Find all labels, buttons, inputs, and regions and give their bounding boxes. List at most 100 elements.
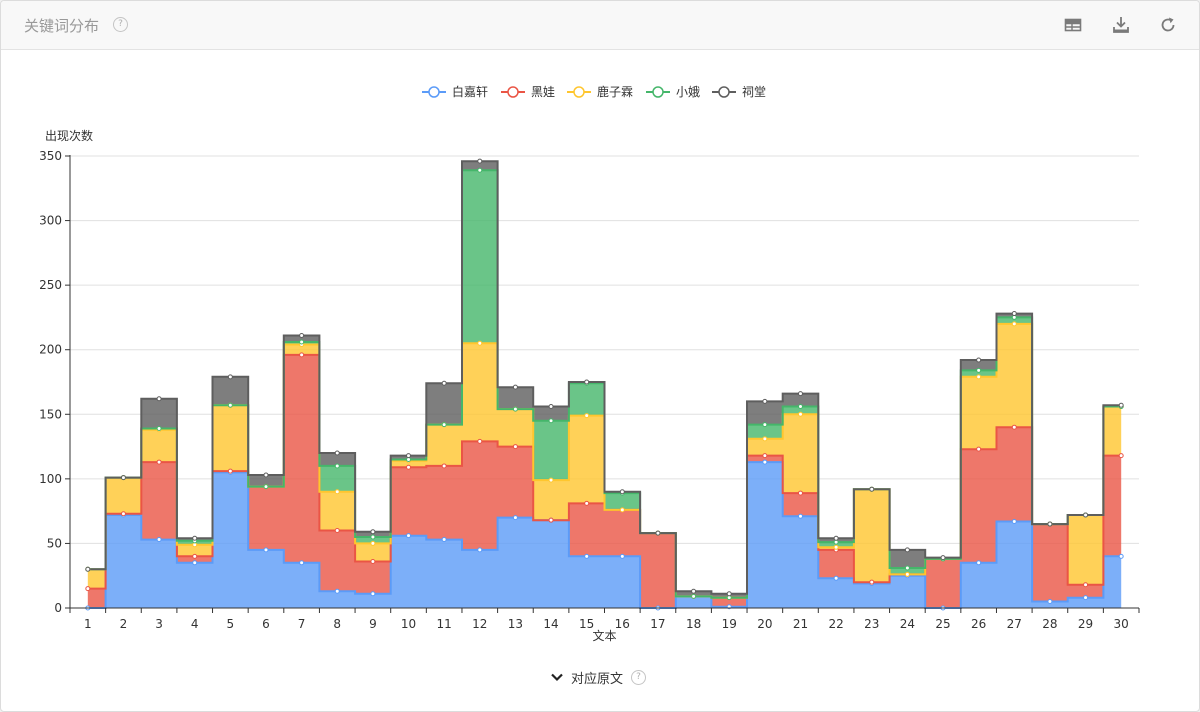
legend-swatch-marker[interactable] [652,86,664,98]
data-point[interactable] [227,468,233,474]
data-point[interactable] [904,565,910,571]
data-point[interactable] [1118,453,1124,459]
data-point[interactable] [976,367,982,373]
data-point[interactable] [584,500,590,506]
data-point[interactable] [548,404,554,410]
data-point[interactable] [406,533,412,539]
data-point[interactable] [156,425,162,431]
data-point[interactable] [477,340,483,346]
data-point[interactable] [1118,402,1124,408]
data-point[interactable] [227,402,233,408]
data-point[interactable] [762,459,768,465]
data-point[interactable] [797,513,803,519]
data-point[interactable] [334,588,340,594]
legend-swatch-marker[interactable] [507,86,519,98]
data-point[interactable] [1083,595,1089,601]
original-text-toggle[interactable]: 对应原文 ? [549,667,647,687]
legend-label[interactable]: 鹿子霖 [597,84,633,99]
data-point[interactable] [334,450,340,456]
data-point[interactable] [334,528,340,534]
data-point[interactable] [512,444,518,450]
data-point[interactable] [512,515,518,521]
legend-label[interactable]: 白嘉轩 [452,84,488,99]
data-point[interactable] [904,571,910,577]
data-point[interactable] [691,588,697,594]
legend-label[interactable]: 黑娃 [531,85,555,99]
data-point[interactable] [904,547,910,553]
data-point[interactable] [548,418,554,424]
data-point[interactable] [370,559,376,565]
data-point[interactable] [1047,599,1053,605]
data-point[interactable] [976,560,982,566]
data-point[interactable] [192,553,198,559]
data-point[interactable] [156,537,162,543]
data-point[interactable] [120,511,126,517]
data-point[interactable] [299,333,305,339]
legend-swatch-marker[interactable] [428,86,440,98]
data-point[interactable] [192,560,198,566]
data-point[interactable] [299,560,305,566]
data-point[interactable] [156,396,162,402]
data-point[interactable] [1083,512,1089,518]
data-point[interactable] [584,379,590,385]
data-point[interactable] [976,357,982,363]
data-point[interactable] [797,411,803,417]
data-point[interactable] [85,586,91,592]
data-point[interactable] [726,591,732,597]
data-point[interactable] [833,544,839,550]
data-point[interactable] [441,422,447,428]
data-point[interactable] [797,404,803,410]
data-point[interactable] [655,530,661,536]
data-point[interactable] [299,339,305,345]
data-point[interactable] [156,459,162,465]
data-point[interactable] [1011,321,1017,327]
data-point[interactable] [691,593,697,599]
legend-label[interactable]: 小娥 [676,85,700,99]
data-point[interactable] [833,535,839,541]
data-point[interactable] [762,398,768,404]
data-point[interactable] [833,575,839,581]
data-point[interactable] [477,167,483,173]
data-point[interactable] [85,566,91,572]
data-point[interactable] [976,446,982,452]
data-point[interactable] [584,413,590,419]
data-point[interactable] [797,391,803,397]
help-icon[interactable]: ? [631,669,647,685]
legend-swatch-marker[interactable] [573,86,585,98]
refresh-icon[interactable] [1158,15,1178,35]
data-point[interactable] [441,537,447,543]
data-point[interactable] [1047,521,1053,527]
legend-swatch-marker[interactable] [718,86,730,98]
data-point[interactable] [512,406,518,412]
data-point[interactable] [406,464,412,470]
data-point[interactable] [797,490,803,496]
data-point[interactable] [548,477,554,483]
data-point[interactable] [1011,518,1017,524]
data-point[interactable] [477,438,483,444]
data-point[interactable] [619,489,625,495]
data-point[interactable] [441,463,447,469]
data-point[interactable] [120,475,126,481]
data-point[interactable] [192,535,198,541]
data-point[interactable] [1011,424,1017,430]
data-point[interactable] [441,380,447,386]
data-point[interactable] [548,517,554,523]
data-point[interactable] [370,529,376,535]
data-point[interactable] [263,484,269,490]
data-point[interactable] [619,507,625,513]
data-point[interactable] [762,422,768,428]
data-point[interactable] [370,534,376,540]
data-point[interactable] [976,374,982,380]
data-point[interactable] [227,374,233,380]
data-point[interactable] [762,436,768,442]
data-point[interactable] [619,553,625,559]
data-point[interactable] [334,463,340,469]
data-point[interactable] [477,158,483,164]
data-point[interactable] [406,453,412,459]
data-point[interactable] [869,579,875,585]
data-point[interactable] [299,352,305,358]
data-point[interactable] [477,547,483,553]
download-icon[interactable] [1111,15,1131,35]
data-point[interactable] [1083,582,1089,588]
data-point[interactable] [370,540,376,546]
